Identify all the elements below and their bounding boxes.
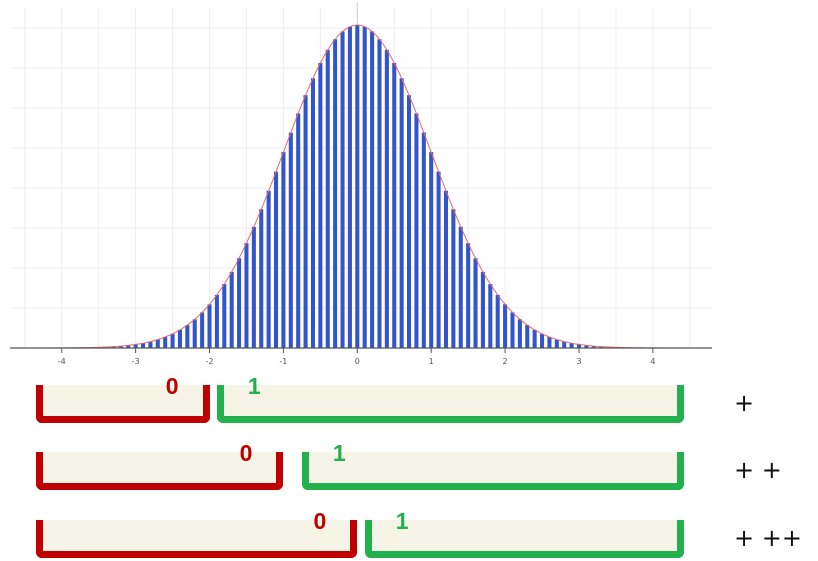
histogram-bar [148, 341, 153, 348]
histogram-bar [185, 325, 190, 348]
x-tick-label: 1 [429, 357, 434, 366]
histogram-bar [222, 284, 227, 348]
histogram-bar [466, 243, 471, 348]
histogram-bar [133, 344, 138, 348]
one-class-bracket: 1 [216, 375, 684, 423]
histogram-bar [310, 78, 316, 349]
histogram-bar [525, 325, 530, 348]
histogram-bar [377, 39, 382, 348]
x-tick-label: 2 [503, 357, 508, 366]
histogram-bar [576, 344, 582, 348]
one-class-bracket: 1 [364, 510, 684, 558]
histogram-bar [458, 226, 463, 348]
histogram-bar [370, 31, 375, 348]
histogram-bar [421, 132, 426, 348]
histogram-bar [392, 62, 397, 348]
histogram-bar [214, 294, 219, 348]
histogram-bar [517, 319, 522, 348]
zero-class-bracket: 0 [36, 375, 210, 423]
histogram-bar [347, 26, 352, 348]
operator-label: + [734, 389, 755, 417]
histogram-bar [340, 31, 345, 348]
histogram-chart: -4 -3 -2 -1 0 1 2 3 4 [10, 2, 712, 366]
x-tick-label: -3 [132, 357, 140, 366]
one-class-bracket: 1 [301, 442, 684, 490]
operator-label: + + [734, 456, 782, 484]
histogram-bar [480, 271, 485, 348]
x-tick-label: -4 [58, 357, 66, 366]
histogram-bar [200, 312, 205, 348]
histogram-bar [540, 333, 545, 348]
histogram-bar [140, 343, 146, 348]
histogram-bar [436, 171, 441, 348]
histogram-bar [126, 345, 131, 348]
histogram-bar [192, 319, 197, 348]
histogram-bar [406, 95, 412, 348]
histogram-bar [473, 258, 478, 348]
histogram-bar [554, 339, 559, 348]
histogram-bar [111, 346, 116, 348]
one-class-label: 1 [247, 373, 261, 399]
histogram-bar [207, 304, 212, 348]
histogram-bar [118, 346, 123, 348]
operator-label: + ++ [734, 524, 802, 552]
zero-class-bracket: 0 [36, 510, 358, 558]
histogram-bar [266, 190, 271, 348]
histogram-bar [584, 345, 589, 348]
plot-area [10, 8, 712, 348]
histogram-bar [384, 49, 389, 348]
histogram-bar [251, 226, 256, 348]
x-tick-label: 4 [650, 357, 655, 366]
histogram-bar [303, 95, 308, 348]
histogram-bar [399, 78, 404, 349]
histogram-bar [325, 49, 330, 348]
zero-class-label: 0 [165, 373, 179, 399]
histogram-bar [429, 152, 434, 348]
histogram-bar [333, 39, 338, 348]
histogram-bar [510, 312, 515, 348]
one-class-label: 1 [395, 508, 409, 534]
histogram-bar [288, 132, 293, 348]
histogram-bar [170, 333, 175, 348]
histogram-bar [281, 152, 286, 348]
histogram-bar [318, 62, 323, 348]
histogram-bar [599, 346, 604, 348]
histogram-bar [163, 336, 168, 348]
histogram-bar [362, 26, 367, 348]
histogram-bar [495, 294, 500, 348]
one-class-label: 1 [332, 440, 346, 466]
histogram-bar [569, 343, 574, 348]
x-tick-label: 3 [576, 357, 581, 366]
x-tick-label: 0 [355, 357, 360, 366]
histogram-bar [591, 346, 596, 348]
zero-class-label: 0 [313, 508, 327, 534]
histogram-bar [155, 339, 160, 348]
histogram-bar [259, 209, 264, 348]
histogram-bar [547, 336, 552, 348]
histogram-bar [503, 304, 508, 348]
histogram-bar [237, 258, 242, 348]
histogram-bar [355, 25, 360, 348]
histogram-bar [451, 209, 456, 348]
histogram-bar [177, 329, 182, 348]
histogram-bar [296, 113, 301, 348]
histogram-bar [443, 190, 449, 348]
x-tick-label: -2 [206, 357, 214, 366]
histogram-bar [562, 341, 567, 348]
histogram-bar [532, 329, 537, 348]
histogram-bar [229, 271, 234, 348]
histogram-bar [273, 171, 279, 348]
histogram-bar [488, 284, 493, 348]
normal-curve [17, 24, 698, 349]
zero-class-label: 0 [239, 440, 253, 466]
x-tick-label: -1 [279, 357, 287, 366]
zero-class-bracket: 0 [36, 442, 284, 490]
histogram-bar [414, 113, 419, 348]
histogram-bar [244, 243, 249, 348]
